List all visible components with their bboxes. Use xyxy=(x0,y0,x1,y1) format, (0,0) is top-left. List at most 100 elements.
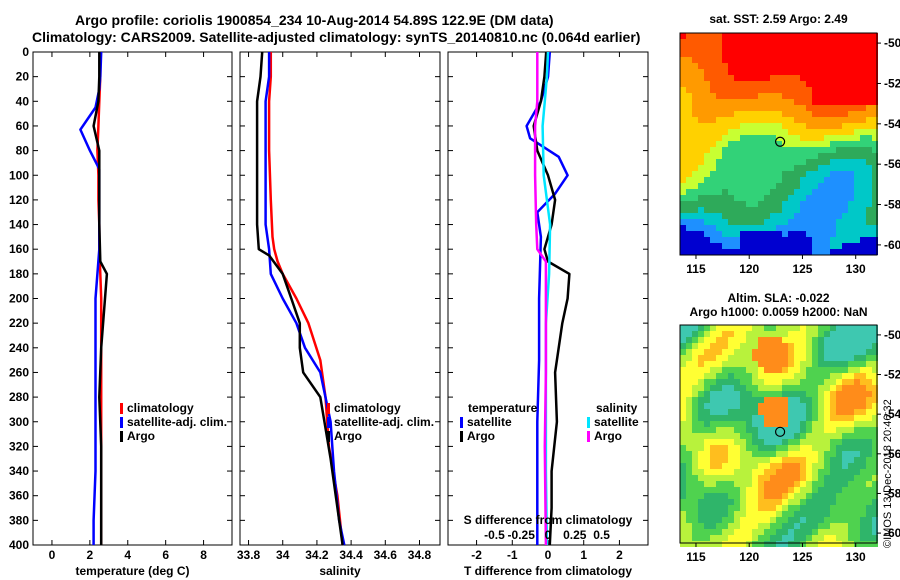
map-cell xyxy=(758,201,764,207)
map-cell xyxy=(836,511,842,517)
map-cell xyxy=(740,523,746,529)
map-cell xyxy=(752,93,758,99)
map-cell xyxy=(872,337,878,343)
map-cell xyxy=(686,385,692,391)
map-cell xyxy=(758,213,764,219)
map-cell xyxy=(818,105,824,111)
map-x-tick-label: 115 xyxy=(686,262,706,276)
map-cell xyxy=(824,219,830,225)
x-tick-label: 1 xyxy=(580,548,587,562)
map-cell xyxy=(800,81,806,87)
map-cell xyxy=(710,343,716,349)
map-cell xyxy=(848,219,854,225)
map-cell xyxy=(686,493,692,499)
map-cell xyxy=(746,147,752,153)
depth-tick-label: 0 xyxy=(22,45,29,59)
map-cell xyxy=(824,367,830,373)
map-cell xyxy=(752,325,758,331)
map-cell xyxy=(752,81,758,87)
map-cell xyxy=(830,463,836,469)
map-cell xyxy=(746,75,752,81)
map-cell xyxy=(776,129,782,135)
map-cell xyxy=(692,45,698,51)
map-cell xyxy=(734,511,740,517)
map-cell xyxy=(800,165,806,171)
map-cell xyxy=(770,385,776,391)
map-cell xyxy=(752,213,758,219)
map-cell xyxy=(770,439,776,445)
map-cell xyxy=(752,237,758,243)
map-cell xyxy=(728,117,734,123)
map-cell xyxy=(866,111,872,117)
map-cell xyxy=(734,499,740,505)
map-cell xyxy=(854,189,860,195)
map-cell xyxy=(770,523,776,529)
map-cell xyxy=(782,201,788,207)
map-cell xyxy=(812,33,818,39)
map-cell xyxy=(734,409,740,415)
map-cell xyxy=(842,403,848,409)
map-cell xyxy=(848,517,854,523)
map-cell xyxy=(872,51,878,57)
map-cell xyxy=(728,385,734,391)
x-tick-label: 0 xyxy=(545,548,552,562)
map-cell xyxy=(866,69,872,75)
map-cell xyxy=(824,523,830,529)
map-cell xyxy=(722,355,728,361)
map-cell xyxy=(860,427,866,433)
map-cell xyxy=(818,355,824,361)
map-cell xyxy=(686,213,692,219)
map-cell xyxy=(680,379,686,385)
map-cell xyxy=(764,523,770,529)
map-cell xyxy=(842,75,848,81)
map-cell xyxy=(704,445,710,451)
map-cell xyxy=(758,195,764,201)
map-cell xyxy=(782,463,788,469)
map-cell xyxy=(782,451,788,457)
map-cell xyxy=(752,69,758,75)
map-cell xyxy=(722,141,728,147)
map-cell xyxy=(758,237,764,243)
map-cell xyxy=(698,517,704,523)
map-cell xyxy=(776,355,782,361)
map-cell xyxy=(704,487,710,493)
map-cell xyxy=(752,343,758,349)
map-cell xyxy=(854,421,860,427)
map-cell xyxy=(680,373,686,379)
map-cell xyxy=(818,469,824,475)
map-cell xyxy=(866,243,872,249)
map-cell xyxy=(800,379,806,385)
map-cell xyxy=(842,499,848,505)
map-cell xyxy=(818,433,824,439)
map-cell xyxy=(692,361,698,367)
map-cell xyxy=(692,355,698,361)
map-cell xyxy=(854,183,860,189)
secondary-tick-label: -0.5 xyxy=(484,528,505,542)
map-cell xyxy=(812,349,818,355)
map-cell xyxy=(704,105,710,111)
map-cell xyxy=(710,397,716,403)
map-cell xyxy=(818,493,824,499)
map-cell xyxy=(866,385,872,391)
map-cell xyxy=(764,439,770,445)
map-cell xyxy=(842,361,848,367)
map-cell xyxy=(806,93,812,99)
map-cell xyxy=(860,379,866,385)
map-cell xyxy=(764,219,770,225)
map-cell xyxy=(716,219,722,225)
map-cell xyxy=(704,529,710,535)
map-cell xyxy=(752,39,758,45)
map-cell xyxy=(788,403,794,409)
map-cell xyxy=(848,231,854,237)
map-cell xyxy=(722,153,728,159)
x-tick-label: 34.8 xyxy=(408,548,432,562)
map-cell xyxy=(872,129,878,135)
map-cell xyxy=(860,493,866,499)
map-cell xyxy=(800,231,806,237)
map-cell xyxy=(842,535,848,541)
map-cell xyxy=(716,123,722,129)
map-cell xyxy=(812,445,818,451)
map-cell xyxy=(728,331,734,337)
map-cell xyxy=(752,165,758,171)
map-cell xyxy=(746,487,752,493)
